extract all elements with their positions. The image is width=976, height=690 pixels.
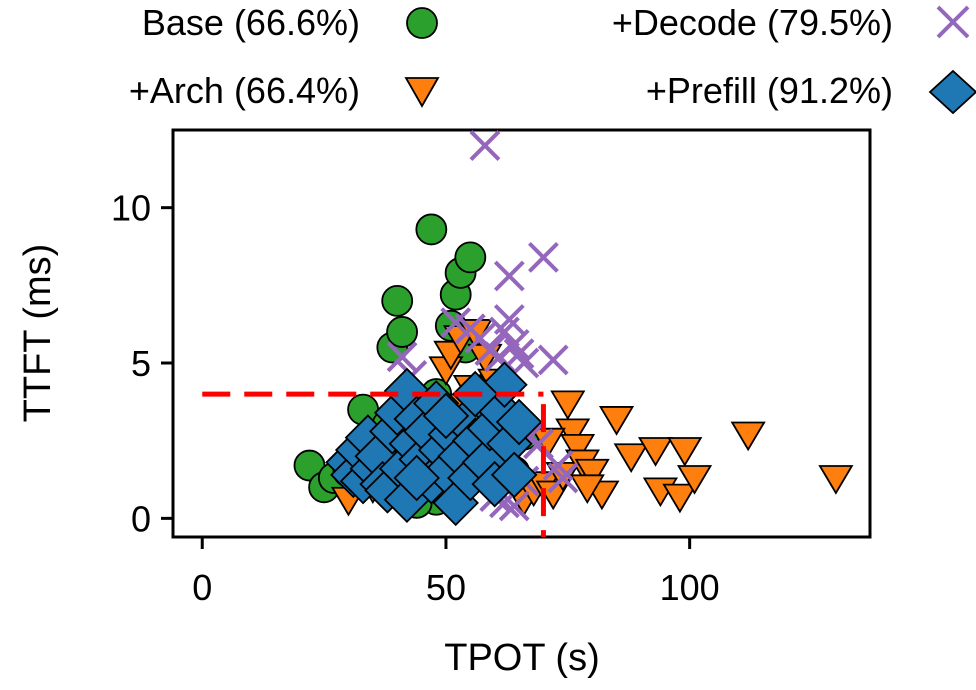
decode-point-14 xyxy=(386,341,418,373)
legend-entry-base: Base (66.6%) xyxy=(142,2,438,43)
x-tick-label-100: 100 xyxy=(660,567,720,608)
x-tick-label-50: 50 xyxy=(426,567,466,608)
legend-entry-prefill: +Prefill (91.2%) xyxy=(646,69,976,115)
data-marks xyxy=(293,130,854,527)
legend-label-base: Base (66.6%) xyxy=(142,2,360,43)
legend-entry-decode: +Decode (79.5%) xyxy=(612,2,970,43)
decode-point-19 xyxy=(547,462,579,494)
legend-marker-arch xyxy=(404,77,440,108)
plot-frame xyxy=(171,128,872,539)
decode-point-12 xyxy=(503,338,535,370)
legend-label-prefill: +Prefill (91.2%) xyxy=(646,70,893,111)
arch-point-26 xyxy=(574,458,610,489)
legend-entry-arch: +Arch (66.4%) xyxy=(129,70,440,111)
legend-marker-decode xyxy=(936,5,970,39)
arch-point-23 xyxy=(555,418,591,449)
arch-point-24 xyxy=(559,434,596,464)
decode-point-10 xyxy=(493,304,525,335)
x-tick-label-0: 0 xyxy=(192,567,212,608)
arch-point-36 xyxy=(818,465,854,495)
arch-point-38 xyxy=(569,474,605,505)
decode-point-2 xyxy=(528,241,559,273)
base-point-13 xyxy=(386,316,418,348)
arch-point-34 xyxy=(676,465,713,495)
legend: Base (66.6%) +Arch (66.4%) +Decode (79.5… xyxy=(129,2,976,115)
arch-point-32 xyxy=(662,483,698,514)
arch-point-28 xyxy=(598,406,635,436)
arch-point-22 xyxy=(550,390,586,421)
y-tick-label-5: 5 xyxy=(131,343,151,384)
y-tick-label-0: 0 xyxy=(131,498,151,539)
prefill-point-37 xyxy=(393,454,440,502)
base-point-19 xyxy=(415,213,448,246)
base-point-27 xyxy=(454,241,487,274)
legend-marker-base xyxy=(406,7,438,39)
y-axis-ticks: 0 5 10 xyxy=(111,188,173,539)
prefill-point-38 xyxy=(422,392,470,440)
y-axis-title: TTFT (ms) xyxy=(17,244,59,423)
x-axis-ticks: 0 50 100 xyxy=(192,537,720,608)
arch-point-33 xyxy=(667,437,703,467)
arch-point-29 xyxy=(613,443,649,473)
y-tick-label-10: 10 xyxy=(111,188,151,229)
legend-label-arch: +Arch (66.4%) xyxy=(129,70,360,111)
legend-label-decode: +Decode (79.5%) xyxy=(612,2,893,43)
x-axis-title: TPOT (s) xyxy=(444,637,600,679)
decode-point-0 xyxy=(469,130,501,161)
decode-point-1 xyxy=(493,260,525,292)
prefill-point-36 xyxy=(495,398,543,446)
base-point-12 xyxy=(381,284,414,317)
arch-point-35 xyxy=(730,421,766,452)
decode-point-3 xyxy=(537,344,569,376)
prefill-point-35 xyxy=(490,451,538,499)
legend-marker-prefill xyxy=(928,69,976,115)
decode-point-11 xyxy=(498,328,530,360)
arch-point-30 xyxy=(637,437,674,467)
